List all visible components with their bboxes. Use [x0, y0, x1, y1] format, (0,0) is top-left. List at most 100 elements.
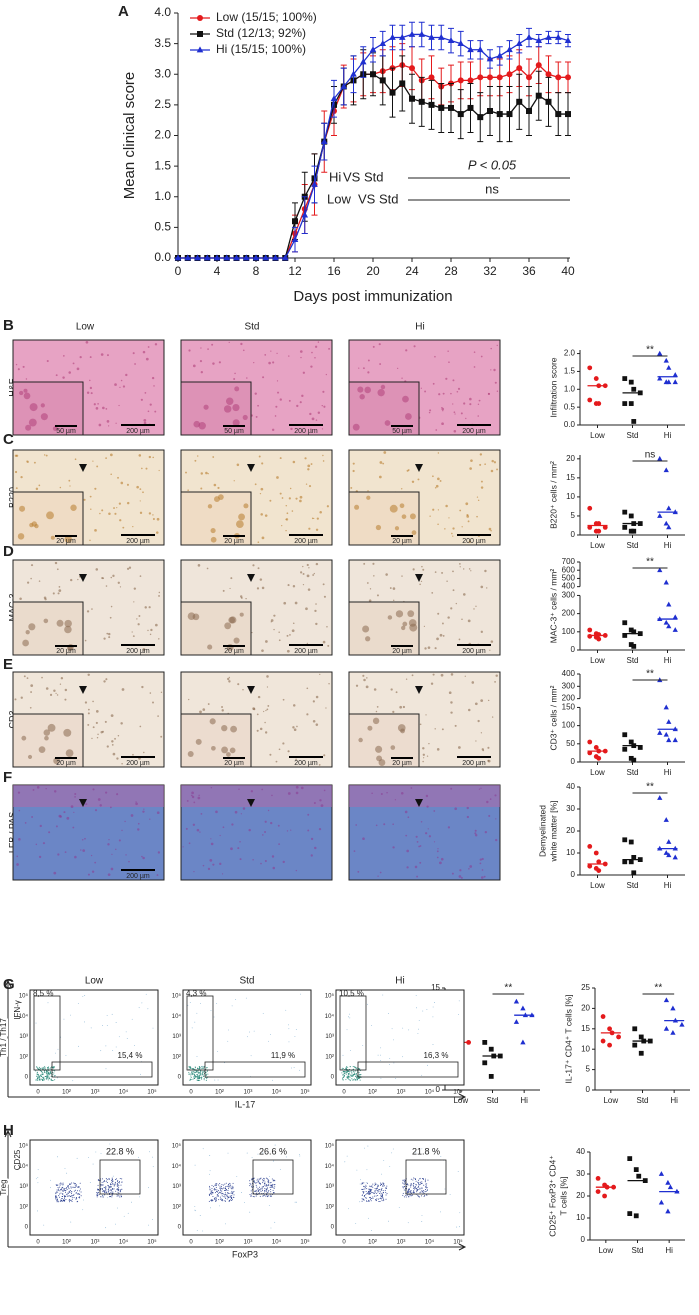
histology-texture [257, 587, 259, 589]
histology-texture [158, 595, 160, 597]
histology-texture [94, 403, 96, 405]
histology-texture [259, 455, 261, 457]
flow-event [196, 1076, 197, 1077]
inset-cell [23, 389, 27, 393]
flow-event [383, 1190, 384, 1191]
histology-texture [201, 813, 203, 815]
flow-event [365, 1194, 366, 1195]
inset-cell [377, 389, 384, 396]
histology-texture [393, 587, 396, 590]
histology-texture [495, 674, 497, 676]
x-tick-label: Hi [520, 1096, 528, 1105]
flow-event [263, 1178, 264, 1179]
flow-event [61, 1200, 62, 1201]
flow-event [220, 1197, 221, 1198]
flow-event [62, 1201, 63, 1202]
flow-event [102, 1188, 103, 1189]
flow-event [348, 1076, 349, 1077]
histology-texture [283, 699, 285, 701]
flow-event [105, 1189, 106, 1190]
flow-event [79, 1186, 80, 1187]
flow-event [295, 1036, 296, 1037]
histology-texture [114, 383, 117, 386]
flow-event [364, 1200, 365, 1201]
inset-cell [402, 514, 407, 519]
flow-event [114, 1186, 115, 1187]
histology-texture [108, 633, 110, 635]
flow-event [265, 1190, 266, 1191]
flow-event [348, 1074, 349, 1075]
flow-event [76, 1197, 77, 1198]
histology-texture [300, 350, 303, 353]
histology-texture [485, 831, 487, 833]
flow-event [459, 1001, 460, 1002]
flow-event [187, 1005, 188, 1006]
flow-event [122, 1182, 123, 1183]
histology-texture [287, 635, 289, 637]
histology-texture [160, 736, 162, 738]
histology-texture [369, 599, 372, 602]
histology-texture [481, 631, 483, 633]
flow-event [267, 1187, 268, 1188]
flow-event [107, 1015, 108, 1016]
histology-texture [372, 563, 374, 565]
flow-event [193, 1079, 194, 1080]
histology-texture [422, 747, 424, 749]
inset-cell [390, 745, 395, 750]
flow-event [131, 1202, 132, 1203]
histology-texture [477, 720, 479, 722]
flow-event [57, 1189, 58, 1190]
histology-texture [240, 858, 242, 860]
flow-event [378, 1185, 379, 1186]
flow-event [229, 1193, 230, 1194]
flow-event [60, 1185, 61, 1186]
flow-event [43, 1077, 44, 1078]
flow-event [36, 1178, 37, 1179]
flow-event [194, 1075, 195, 1076]
histology-texture [270, 822, 272, 824]
flow-event [406, 1196, 407, 1197]
flow-event [364, 1188, 365, 1189]
flow-event [421, 1195, 422, 1196]
histology-texture [265, 731, 267, 733]
flow-event [110, 1186, 111, 1187]
marker [657, 795, 662, 800]
flow-event [422, 1178, 423, 1179]
histology-texture [260, 493, 261, 494]
flow-event [97, 1196, 98, 1197]
histology-texture [276, 353, 277, 354]
y-tick-label: 0 [571, 757, 576, 766]
flow-event [407, 1192, 408, 1193]
scale-label: 200 µm [462, 538, 486, 545]
histology-texture [39, 856, 41, 858]
flow-event [233, 1187, 234, 1188]
flow-event [121, 1178, 122, 1179]
flow-event [153, 1028, 154, 1029]
flow-event [426, 1191, 427, 1192]
histology-texture [429, 412, 430, 413]
histology-texture [497, 345, 498, 346]
flow-event [418, 1184, 419, 1185]
y-axis-label: Infiltration score [548, 357, 558, 417]
histology-texture [419, 862, 421, 864]
histology-texture [186, 828, 188, 830]
flow-event [392, 1028, 393, 1029]
annotation: P < 0.05 [468, 157, 517, 172]
flow-event [408, 1185, 409, 1186]
flow-event [376, 1184, 377, 1185]
flow-event [367, 1004, 368, 1005]
inset-cell [207, 645, 212, 650]
histology-texture [87, 392, 89, 394]
flow-event [108, 1187, 109, 1188]
histology-texture [289, 497, 291, 499]
flow-x-label: IL-17 [235, 1099, 256, 1109]
histology-texture [278, 843, 280, 845]
flow-event [351, 1076, 352, 1077]
flow-event [407, 1194, 408, 1195]
flow-event [364, 1196, 365, 1197]
flow-event [385, 1190, 386, 1191]
flow-event [347, 1076, 348, 1077]
scale-label: 20 µm [392, 760, 412, 767]
flow-event [345, 1073, 346, 1074]
flow-event [231, 1195, 232, 1196]
